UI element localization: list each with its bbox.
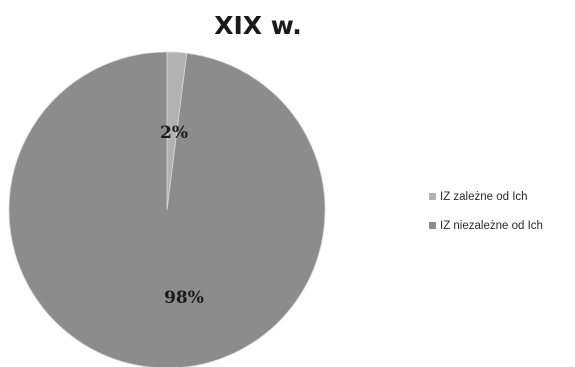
slice-labels: 2% 98% xyxy=(160,123,204,308)
pie-slice xyxy=(8,51,326,367)
legend: IZ zależne od Ich IZ niezależne od Ich xyxy=(429,191,543,232)
legend-label: IZ zależne od Ich xyxy=(440,191,528,203)
slice-value-label: 98% xyxy=(164,288,204,308)
legend-item: IZ zależne od Ich xyxy=(429,191,528,203)
chart-title: XIX w. xyxy=(214,11,302,40)
legend-swatch xyxy=(429,222,436,229)
pie-slices xyxy=(8,51,326,367)
legend-swatch xyxy=(429,193,436,200)
slice-value-label: 2% xyxy=(160,123,188,143)
legend-label: IZ niezależne od Ich xyxy=(440,220,543,232)
legend-item: IZ niezależne od Ich xyxy=(429,220,543,232)
